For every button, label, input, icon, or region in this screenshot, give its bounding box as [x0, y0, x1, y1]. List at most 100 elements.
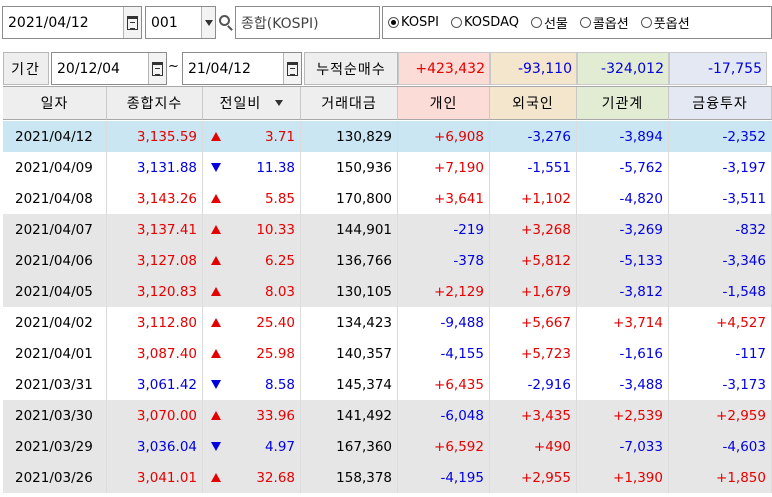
radio-label: 선물 — [543, 17, 568, 32]
radio-콜옵션[interactable]: 콜옵션 — [579, 13, 629, 32]
cell-institution: -4,820 — [577, 183, 669, 214]
triangle-up-icon — [211, 256, 221, 265]
to-date-value[interactable]: 21/04/12 — [188, 60, 251, 77]
sort-dropdown-icon[interactable] — [275, 100, 284, 106]
cell-volume: 167,360 — [301, 431, 398, 462]
period-label: 기간 — [3, 52, 49, 85]
search-button[interactable] — [216, 6, 234, 39]
radio-kospi[interactable]: KOSPI — [388, 15, 439, 30]
change-value: 33.96 — [256, 407, 295, 424]
table-row[interactable]: 2021/04/09 3,131.88 11.38 150,936 +7,190 -1,5… — [3, 152, 772, 183]
cell-date: 2021/03/29 — [3, 431, 107, 462]
from-calendar-button[interactable] — [148, 53, 166, 84]
market-radio-group: KOSPI KOSDAQ 선물 콜옵션 풋옵션 — [382, 6, 772, 39]
cell-index: 3,112.80 — [107, 307, 203, 338]
date-value[interactable]: 2021/04/12 — [8, 14, 89, 31]
date-picker[interactable]: 2021/04/12 — [2, 6, 142, 39]
cell-date: 2021/04/06 — [3, 245, 107, 276]
cell-institution: -3,488 — [577, 369, 669, 400]
header-date[interactable]: 일자 — [3, 87, 107, 120]
investor-trading-table: 일자 종합지수 전일비 거래대금 개인 외국인 기관계 금융투자 2021/04… — [3, 86, 772, 497]
cell-individual: -378 — [398, 245, 490, 276]
table-row[interactable]: 2021/04/08 3,143.26 5.85 170,800 +3,641 +1,10… — [3, 183, 772, 214]
radio-풋옵션[interactable]: 풋옵션 — [640, 13, 690, 32]
cell-foreign: +5,723 — [490, 338, 577, 369]
code-value[interactable]: 001 — [151, 14, 178, 31]
radio-circle-icon[interactable] — [579, 17, 591, 28]
from-date-picker[interactable]: 20/12/04 — [51, 52, 167, 85]
radio-kosdaq[interactable]: KOSDAQ — [450, 15, 519, 30]
cell-financial: -117 — [669, 338, 772, 369]
cell-index: 3,131.88 — [107, 152, 203, 183]
radio-circle-icon[interactable] — [640, 17, 652, 28]
cell-individual: -4,195 — [398, 462, 490, 493]
header-individual[interactable]: 개인 — [398, 87, 490, 120]
header-change[interactable]: 전일비 — [203, 87, 301, 120]
to-calendar-button[interactable] — [283, 53, 301, 84]
table-row[interactable]: 2021/04/01 3,087.40 25.98 140,357 -4,155 +5,7… — [3, 338, 772, 369]
cell-date: 2021/04/05 — [3, 276, 107, 307]
cell-individual: +6,435 — [398, 369, 490, 400]
cell-volume: 145,374 — [301, 369, 398, 400]
triangle-up-icon — [211, 318, 221, 327]
period-bar: 기간 20/12/04 ~ 21/04/12 누적순매수 +423,432 -9… — [0, 50, 772, 86]
cell-individual: +3,641 — [398, 183, 490, 214]
cell-volume: 140,357 — [301, 338, 398, 369]
header-financial[interactable]: 금융투자 — [669, 87, 772, 120]
radio-circle-icon[interactable] — [530, 17, 542, 28]
table-row[interactable]: 2021/04/12 3,135.59 3.71 130,829 +6,908 -3,27… — [3, 121, 772, 152]
change-value: 6.25 — [264, 252, 295, 269]
header-foreign[interactable]: 외국인 — [490, 87, 577, 120]
table-row[interactable]: 2021/03/26 3,041.01 32.68 158,378 -4,195 +2,9… — [3, 462, 772, 493]
radio-label: 풋옵션 — [653, 17, 690, 32]
radio-circle-icon[interactable] — [388, 17, 399, 28]
triangle-up-icon — [211, 287, 221, 296]
cell-foreign: +5,812 — [490, 245, 577, 276]
header-index[interactable]: 종합지수 — [107, 87, 203, 120]
chevron-down-icon — [204, 19, 213, 26]
table-row[interactable]: 2021/03/31 3,061.42 8.58 145,374 +6,435 -2,91… — [3, 369, 772, 400]
from-date-value[interactable]: 20/12/04 — [57, 60, 120, 77]
cell-institution: -5,762 — [577, 152, 669, 183]
cell-institution: +2,539 — [577, 400, 669, 431]
radio-circle-icon[interactable] — [450, 17, 462, 28]
cell-individual: +6,908 — [398, 121, 490, 152]
cum-individual: +423,432 — [398, 52, 490, 85]
to-date-picker[interactable]: 21/04/12 — [182, 52, 302, 85]
change-value: 8.58 — [264, 376, 295, 393]
cell-change: 25.40 — [203, 307, 301, 338]
cell-foreign: +1,679 — [490, 276, 577, 307]
triangle-up-icon — [211, 132, 221, 141]
cell-index: 3,143.26 — [107, 183, 203, 214]
change-value: 25.98 — [256, 345, 295, 362]
code-select[interactable]: 001 — [145, 6, 216, 39]
cell-foreign: -2,916 — [490, 369, 577, 400]
radio-선물[interactable]: 선물 — [530, 13, 568, 32]
calendar-icon — [152, 61, 163, 76]
header-institution[interactable]: 기관계 — [577, 87, 669, 120]
cell-financial: -3,173 — [669, 369, 772, 400]
cell-foreign: +2,955 — [490, 462, 577, 493]
cell-change: 4.97 — [203, 431, 301, 462]
table-row[interactable]: 2021/04/07 3,137.41 10.33 144,901 -219 +3,268… — [3, 214, 772, 245]
change-value: 5.85 — [264, 190, 295, 207]
table-row[interactable]: 2021/03/29 3,036.04 4.97 167,360 +6,592 +490-… — [3, 431, 772, 462]
table-row[interactable]: 2021/03/30 3,070.00 33.96 141,492 -6,048 +3,4… — [3, 400, 772, 431]
cell-change: 8.58 — [203, 369, 301, 400]
table-row[interactable]: 2021/04/06 3,127.08 6.25 136,766 -378 +5,812-… — [3, 245, 772, 276]
triangle-up-icon — [211, 194, 221, 203]
table-row[interactable]: 2021/04/05 3,120.83 8.03 130,105 +2,129 +1,67… — [3, 276, 772, 307]
code-dropdown-button[interactable] — [201, 7, 215, 38]
header-volume[interactable]: 거래대금 — [301, 87, 398, 120]
table-row[interactable]: 2021/04/02 3,112.80 25.40 134,423 -9,488 +5,6… — [3, 307, 772, 338]
cell-date: 2021/04/01 — [3, 338, 107, 369]
cell-date: 2021/03/30 — [3, 400, 107, 431]
cumulative-net-buy-label: 누적순매수 — [304, 52, 398, 85]
index-name-field: 종합(KOSPI) — [235, 6, 380, 39]
cell-financial: -3,511 — [669, 183, 772, 214]
cell-foreign: +3,435 — [490, 400, 577, 431]
calendar-icon — [127, 15, 138, 30]
cell-foreign: +3,268 — [490, 214, 577, 245]
calendar-button[interactable] — [123, 7, 141, 38]
cell-volume: 130,829 — [301, 121, 398, 152]
